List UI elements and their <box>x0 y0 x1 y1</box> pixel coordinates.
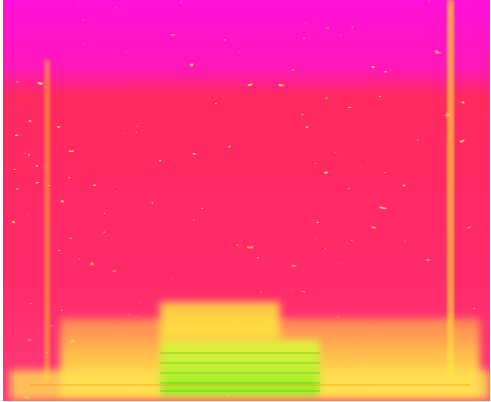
image-area <box>3 0 490 401</box>
low-band <box>10 302 490 400</box>
band-green <box>160 340 320 396</box>
band-upper <box>160 302 280 338</box>
vertical-streak <box>44 60 50 380</box>
harmonic-lines <box>30 352 470 392</box>
vertical-streak <box>447 0 454 380</box>
